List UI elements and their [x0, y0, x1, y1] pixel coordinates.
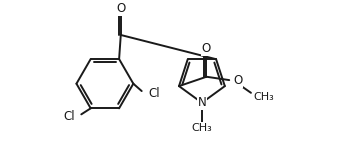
Text: CH₃: CH₃ — [253, 92, 275, 102]
Text: N: N — [197, 96, 206, 109]
Text: O: O — [116, 2, 125, 15]
Text: Cl: Cl — [149, 87, 160, 100]
Text: O: O — [233, 74, 242, 87]
Text: Cl: Cl — [63, 110, 75, 123]
Text: CH₃: CH₃ — [192, 123, 212, 133]
Text: O: O — [202, 43, 211, 55]
